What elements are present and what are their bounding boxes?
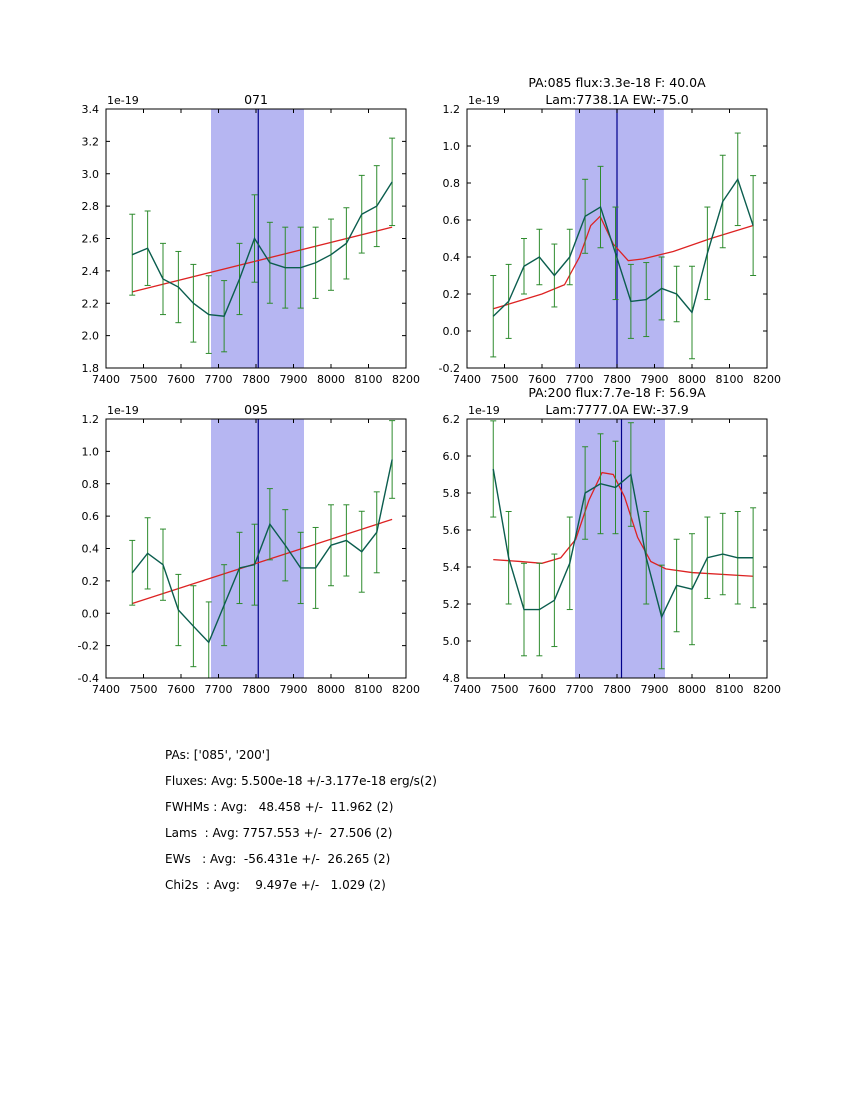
svg-text:7700: 7700: [205, 373, 233, 386]
svg-text:8100: 8100: [355, 373, 383, 386]
svg-text:0.6: 0.6: [82, 510, 100, 523]
svg-text:3.4: 3.4: [82, 103, 100, 116]
svg-text:5.4: 5.4: [443, 561, 461, 574]
title-line: PA:085 flux:3.3e-18 F: 40.0A: [528, 75, 706, 90]
title-line: PA:200 flux:7.7e-18 F: 56.9A: [528, 385, 706, 400]
svg-text:1.8: 1.8: [82, 362, 100, 375]
svg-text:7700: 7700: [566, 683, 594, 696]
stats-line-fwhms: FWHMs : Avg: 48.458 +/- 11.962 (2): [165, 800, 394, 814]
stats-block: PAs: ['085', '200'] Fluxes: Avg: 5.500e-…: [165, 742, 437, 898]
svg-text:7900: 7900: [280, 373, 308, 386]
svg-text:7500: 7500: [130, 373, 158, 386]
subplot-pa200: PA:200 flux:7.7e-18 F: 56.9A Lam:7777.0A…: [411, 382, 791, 712]
svg-text:8200: 8200: [392, 683, 420, 696]
svg-text:7800: 7800: [242, 373, 270, 386]
svg-text:7500: 7500: [491, 373, 519, 386]
svg-text:8000: 8000: [678, 683, 706, 696]
svg-text:7600: 7600: [167, 683, 195, 696]
subplot-095: 095 1e-19 7400 7500 7600 7700 7800 7900 8000 81…: [50, 382, 430, 712]
stats-line-chi2s: Chi2s : Avg: 9.497e +/- 1.029 (2): [165, 878, 386, 892]
svg-text:4.8: 4.8: [443, 672, 461, 685]
svg-text:1.0: 1.0: [443, 140, 461, 153]
svg-text:8100: 8100: [355, 683, 383, 696]
svg-text:5.6: 5.6: [443, 524, 461, 537]
svg-text:0.4: 0.4: [82, 543, 100, 556]
svg-text:0.4: 0.4: [443, 251, 461, 264]
svg-text:2.6: 2.6: [82, 233, 100, 246]
svg-text:3.0: 3.0: [82, 168, 100, 181]
svg-text:8000: 8000: [317, 683, 345, 696]
svg-text:7400: 7400: [453, 373, 481, 386]
plot-svg-071: 7400 7500 7600 7700 7800 7900 8000 8100 8200 1.8 2…: [82, 103, 421, 386]
svg-text:-0.4: -0.4: [78, 672, 99, 685]
svg-text:2.8: 2.8: [82, 200, 100, 213]
subplot-071: 071 1e-19 7400 7500 7600 7700 7800 7900 8000 81…: [50, 72, 430, 402]
svg-text:0.8: 0.8: [443, 177, 461, 190]
title-line: Lam:7777.0A EW:-37.9: [545, 402, 689, 417]
svg-text:7900: 7900: [280, 683, 308, 696]
plot-svg-095: 7400 7500 7600 7700 7800 7900 8000 8100 8200 -0.4…: [78, 413, 420, 696]
title-line: 095: [244, 402, 268, 417]
svg-text:2.0: 2.0: [82, 330, 100, 343]
subplot-071-title: 071: [106, 72, 406, 108]
plot-svg-pa200: 7400 7500 7600 7700 7800 7900 8000 8100 8200 4.8 5…: [443, 413, 782, 696]
subplot-pa200-title: PA:200 flux:7.7e-18 F: 56.9A Lam:7777.0A…: [467, 382, 767, 418]
svg-text:7900: 7900: [641, 373, 669, 386]
svg-text:7400: 7400: [92, 683, 120, 696]
svg-text:0.6: 0.6: [443, 214, 461, 227]
svg-text:8100: 8100: [716, 373, 744, 386]
svg-text:2.2: 2.2: [82, 297, 100, 310]
svg-text:7500: 7500: [491, 683, 519, 696]
svg-text:7600: 7600: [167, 373, 195, 386]
svg-text:7400: 7400: [92, 373, 120, 386]
svg-text:7900: 7900: [641, 683, 669, 696]
stats-line-fluxes: Fluxes: Avg: 5.500e-18 +/-3.177e-18 erg/…: [165, 774, 437, 788]
svg-text:6.2: 6.2: [443, 413, 461, 426]
svg-text:7800: 7800: [603, 373, 631, 386]
svg-text:8200: 8200: [753, 373, 781, 386]
title-line: 071: [244, 92, 268, 107]
svg-text:8200: 8200: [392, 373, 420, 386]
svg-text:0.2: 0.2: [82, 575, 100, 588]
svg-text:-0.2: -0.2: [78, 640, 99, 653]
stats-line-pas: PAs: ['085', '200']: [165, 748, 270, 762]
svg-text:8200: 8200: [753, 683, 781, 696]
svg-text:0.0: 0.0: [443, 325, 461, 338]
svg-text:7600: 7600: [528, 683, 556, 696]
svg-text:8000: 8000: [678, 373, 706, 386]
svg-text:7700: 7700: [205, 683, 233, 696]
svg-text:7800: 7800: [603, 683, 631, 696]
svg-text:1.2: 1.2: [82, 413, 100, 426]
svg-text:0.0: 0.0: [82, 607, 100, 620]
svg-text:5.0: 5.0: [443, 635, 461, 648]
svg-text:1.2: 1.2: [443, 103, 461, 116]
subplot-pa085-title: PA:085 flux:3.3e-18 F: 40.0A Lam:7738.1A…: [467, 72, 767, 108]
svg-text:5.2: 5.2: [443, 598, 461, 611]
y-axis-offset-label: 1e-19: [468, 404, 500, 417]
y-axis-offset-label: 1e-19: [107, 94, 139, 107]
svg-text:8000: 8000: [317, 373, 345, 386]
plot-svg-pa085: 7400 7500 7600 7700 7800 7900 8000 8100 8200 -0.2…: [439, 103, 781, 386]
stats-line-ews: EWs : Avg: -56.431e +/- 26.265 (2): [165, 852, 391, 866]
subplot-095-title: 095: [106, 382, 406, 418]
svg-text:7400: 7400: [453, 683, 481, 696]
svg-text:1.0: 1.0: [82, 445, 100, 458]
subplot-pa085: PA:085 flux:3.3e-18 F: 40.0A Lam:7738.1A…: [411, 72, 791, 402]
y-axis-offset-label: 1e-19: [468, 94, 500, 107]
svg-text:7800: 7800: [242, 683, 270, 696]
svg-text:5.8: 5.8: [443, 487, 461, 500]
svg-text:0.2: 0.2: [443, 288, 461, 301]
y-axis-offset-label: 1e-19: [107, 404, 139, 417]
svg-text:7700: 7700: [566, 373, 594, 386]
svg-text:8100: 8100: [716, 683, 744, 696]
svg-text:-0.2: -0.2: [439, 362, 460, 375]
svg-text:0.8: 0.8: [82, 478, 100, 491]
stats-line-lams: Lams : Avg: 7757.553 +/- 27.506 (2): [165, 826, 393, 840]
svg-text:2.4: 2.4: [82, 265, 100, 278]
svg-text:6.0: 6.0: [443, 450, 461, 463]
svg-text:7500: 7500: [130, 683, 158, 696]
svg-text:7600: 7600: [528, 373, 556, 386]
svg-text:3.2: 3.2: [82, 135, 100, 148]
title-line: Lam:7738.1A EW:-75.0: [545, 92, 689, 107]
